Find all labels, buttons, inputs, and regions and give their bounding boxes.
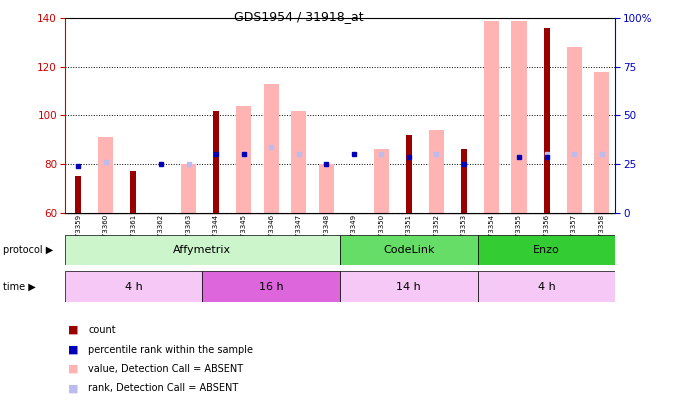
Text: 16 h: 16 h — [259, 281, 284, 292]
Bar — [477, 271, 615, 302]
Bar — [65, 271, 203, 302]
Bar — [319, 164, 334, 213]
Text: ■: ■ — [68, 345, 78, 354]
Text: 4 h: 4 h — [538, 281, 556, 292]
Bar — [374, 149, 389, 213]
Text: rank, Detection Call = ABSENT: rank, Detection Call = ABSENT — [88, 384, 239, 393]
Bar — [566, 47, 581, 213]
Bar — [594, 72, 609, 213]
Bar — [285, 213, 312, 215]
Bar — [65, 235, 340, 265]
Bar — [484, 21, 499, 213]
Bar — [264, 84, 279, 213]
Bar — [257, 213, 285, 215]
Bar — [461, 149, 467, 213]
Bar — [588, 213, 615, 215]
Bar — [203, 213, 230, 215]
Bar — [395, 213, 423, 215]
Bar — [450, 213, 477, 215]
Bar — [406, 135, 412, 213]
Bar — [181, 164, 196, 213]
Text: time ▶: time ▶ — [3, 281, 36, 292]
Bar — [312, 213, 340, 215]
Text: GDS1954 / 31918_at: GDS1954 / 31918_at — [235, 10, 364, 23]
Bar — [340, 213, 367, 215]
Bar — [131, 171, 137, 213]
Bar — [367, 213, 395, 215]
Bar — [340, 271, 477, 302]
Bar — [147, 213, 175, 215]
Bar — [340, 235, 477, 265]
Bar — [99, 137, 114, 213]
Text: ■: ■ — [68, 325, 78, 335]
Bar — [65, 213, 92, 215]
Text: 14 h: 14 h — [396, 281, 421, 292]
Bar — [560, 213, 588, 215]
Text: Enzo: Enzo — [533, 245, 560, 255]
Bar — [236, 106, 251, 213]
Bar — [213, 111, 219, 213]
Bar — [505, 213, 533, 215]
Text: ■: ■ — [68, 384, 78, 393]
Bar — [175, 213, 203, 215]
Bar — [291, 111, 306, 213]
Bar — [533, 213, 560, 215]
Text: count: count — [88, 325, 116, 335]
Bar — [423, 213, 450, 215]
Text: 4 h: 4 h — [124, 281, 142, 292]
Bar — [511, 21, 526, 213]
Text: CodeLink: CodeLink — [383, 245, 435, 255]
Bar — [92, 213, 120, 215]
Text: protocol ▶: protocol ▶ — [3, 245, 54, 255]
Bar — [429, 130, 444, 213]
Bar — [543, 28, 549, 213]
Text: percentile rank within the sample: percentile rank within the sample — [88, 345, 254, 354]
Text: Affymetrix: Affymetrix — [173, 245, 231, 255]
Bar — [477, 213, 505, 215]
Bar — [203, 271, 340, 302]
Bar — [230, 213, 257, 215]
Bar — [477, 235, 615, 265]
Bar — [75, 176, 82, 213]
Text: ■: ■ — [68, 364, 78, 374]
Text: value, Detection Call = ABSENT: value, Detection Call = ABSENT — [88, 364, 243, 374]
Bar — [120, 213, 147, 215]
